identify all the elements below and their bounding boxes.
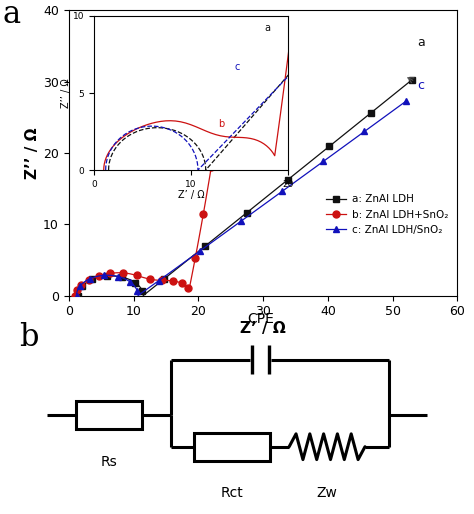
X-axis label: Z’ / Ω: Z’ / Ω bbox=[240, 321, 286, 336]
Y-axis label: Z’’ / Ω: Z’’ / Ω bbox=[25, 127, 40, 179]
Bar bbox=[76, 401, 142, 429]
Text: CPE: CPE bbox=[247, 312, 274, 326]
Text: c: c bbox=[417, 79, 424, 91]
Text: Rct: Rct bbox=[221, 486, 244, 500]
Text: Zw: Zw bbox=[317, 486, 337, 500]
Text: b: b bbox=[234, 17, 244, 31]
Text: a: a bbox=[417, 36, 425, 49]
Text: b: b bbox=[19, 322, 38, 353]
Legend: a: ZnAl LDH, b: ZnAl LDH+SnO₂, c: ZnAl LDH/SnO₂: a: ZnAl LDH, b: ZnAl LDH+SnO₂, c: ZnAl L… bbox=[321, 190, 452, 239]
Bar bbox=[194, 433, 270, 461]
Text: a: a bbox=[3, 0, 21, 30]
Text: Rs: Rs bbox=[100, 454, 118, 469]
